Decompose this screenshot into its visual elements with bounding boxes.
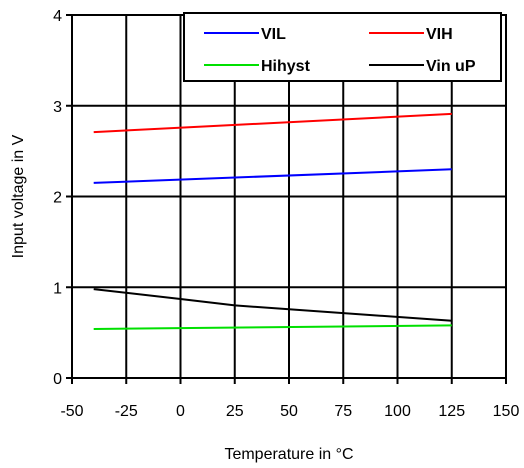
series-line-vil: [93, 168, 452, 184]
x-axis-title: Temperature in °C: [224, 446, 353, 463]
x-tick-label: 150: [493, 403, 520, 420]
x-tick-label: 100: [384, 403, 411, 420]
y-tick-label: 2: [53, 190, 62, 207]
series-layer: [93, 112, 452, 330]
y-tick-label: 3: [53, 99, 62, 116]
x-tick-label: 25: [226, 403, 244, 420]
legend-label: VIH: [426, 26, 453, 43]
series-line-vin-up: [93, 288, 452, 322]
x-tick-label: 50: [280, 403, 298, 420]
tick-labels: -50 -25 0 25 50 75 100 125 150 0 1 2 3 4: [53, 8, 519, 420]
x-tick-label: 0: [176, 403, 185, 420]
y-tick-label: 0: [53, 371, 62, 388]
x-tick-label: 75: [334, 403, 352, 420]
legend-box: [183, 12, 502, 82]
x-tick-label: -50: [60, 403, 83, 420]
legend: VIL VIH Hihyst Vin uP: [183, 12, 502, 82]
y-tick-label: 4: [53, 8, 62, 25]
legend-label: Hihyst: [261, 58, 311, 75]
legend-label: Vin uP: [426, 58, 476, 75]
y-tick-label: 1: [53, 280, 62, 297]
y-axis-title: Input voltage in V: [10, 134, 27, 258]
series-line-vih: [93, 112, 452, 134]
x-tick-label: -25: [115, 403, 138, 420]
legend-label: VIL: [261, 26, 286, 43]
series-line-hihyst: [93, 324, 452, 330]
ticks: [66, 14, 507, 384]
x-tick-label: 125: [438, 403, 465, 420]
